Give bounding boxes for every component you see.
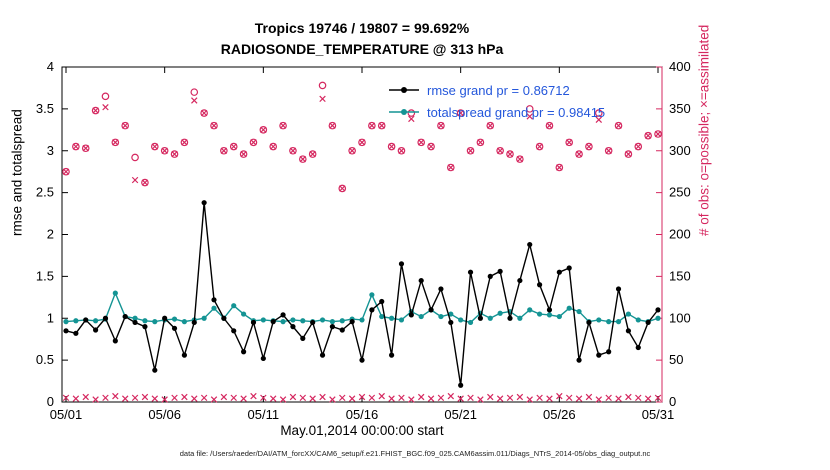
svg-text:2: 2 [47, 227, 54, 242]
svg-text:0.5: 0.5 [36, 352, 54, 367]
chart-subtitle: RADIOSONDE_TEMPERATURE @ 313 hPa [220, 41, 504, 57]
legend-item-rmse: rmse grand pr = 0.86712 [388, 79, 605, 101]
svg-text:4: 4 [47, 59, 54, 74]
legend: rmse grand pr = 0.86712 totalspread gran… [388, 79, 605, 123]
svg-text:200: 200 [669, 227, 691, 242]
svg-text:05/26: 05/26 [543, 407, 576, 422]
svg-text:3.5: 3.5 [36, 101, 54, 116]
svg-text:2.5: 2.5 [36, 185, 54, 200]
svg-text:1.5: 1.5 [36, 268, 54, 283]
svg-text:05/01: 05/01 [50, 407, 83, 422]
svg-text:50: 50 [669, 352, 683, 367]
svg-text:05/11: 05/11 [248, 407, 280, 422]
svg-text:0: 0 [669, 394, 676, 409]
svg-text:05/06: 05/06 [148, 407, 181, 422]
svg-text:05/31: 05/31 [642, 407, 675, 422]
svg-text:100: 100 [669, 310, 691, 325]
svg-text:1: 1 [47, 310, 54, 325]
svg-text:05/16: 05/16 [346, 407, 379, 422]
svg-text:05/21: 05/21 [444, 407, 477, 422]
svg-text:250: 250 [669, 185, 691, 200]
x-axis-label: May.01,2014 00:00:00 start [280, 423, 444, 438]
svg-text:150: 150 [669, 268, 691, 283]
totalspread-line-sample-icon [389, 109, 419, 115]
legend-label-rmse: rmse grand pr = 0.86712 [427, 82, 570, 98]
footer-datafile: data file: /Users/raeder/DAI/ATM_forcXX/… [179, 449, 651, 458]
chart-title: Tropics 19746 / 19807 = 99.692% [254, 20, 470, 36]
svg-text:400: 400 [669, 59, 691, 74]
svg-text:3: 3 [47, 143, 54, 158]
rmse-line-sample-icon [389, 87, 419, 93]
svg-text:300: 300 [669, 143, 691, 158]
svg-text:0: 0 [47, 394, 54, 409]
legend-label-totalspread: totalspread grand pr = 0.98415 [427, 104, 606, 120]
legend-item-totalspread: totalspread grand pr = 0.98415 [388, 101, 605, 123]
svg-text:350: 350 [669, 101, 691, 116]
